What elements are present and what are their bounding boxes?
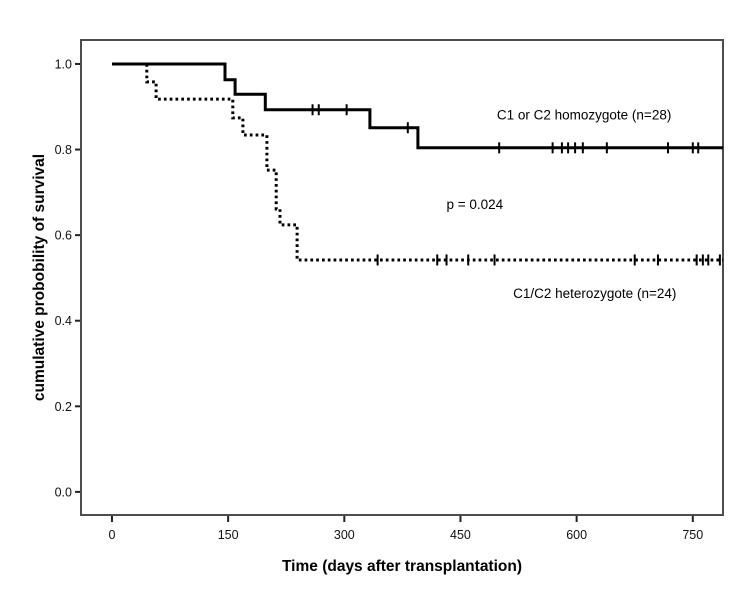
x-axis-tick-label: 450 [450,528,471,542]
x-axis-tick-label: 600 [566,528,587,542]
x-axis-tick-label: 750 [682,528,703,542]
y-axis-tick-label: 0.8 [55,143,72,157]
homozygote-series-label: C1 or C2 homozygote (n=28) [497,108,671,123]
heterozygote-series-label: C1/C2 heterozygote (n=24) [513,286,676,301]
y-axis-title: cumulative probobility of survival [31,154,48,401]
y-axis-tick-label: 0.0 [55,485,72,499]
survival-curve-homozygote [112,62,723,150]
p-value-label: p = 0.024 [447,197,504,212]
x-axis-tick-label: 0 [109,528,116,542]
y-axis-tick-label: 1.0 [55,57,72,71]
x-axis-title: Time (days after transplantation) [282,558,522,575]
x-axis-tick-label: 300 [334,528,355,542]
y-axis-tick-label: 0.6 [55,229,72,243]
survival-curve-heterozygote [112,62,723,262]
x-axis-tick-label: 150 [218,528,239,542]
y-axis-tick-label: 0.2 [55,400,72,414]
plot-frame [80,39,724,516]
y-axis-tick-label: 0.4 [55,314,72,328]
